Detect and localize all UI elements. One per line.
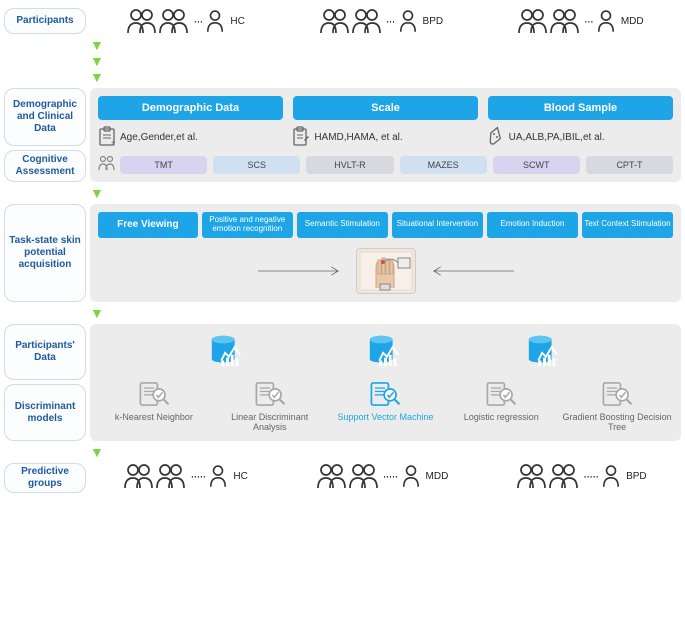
model-item: k-Nearest Neighbor: [98, 379, 210, 434]
cognitive-test-pill: HVLT-R: [306, 156, 393, 174]
label-task-state: Task-state skin potential acquisition: [4, 204, 86, 302]
arrow-down-icon: ▼: [90, 69, 681, 85]
demographic-row: Demographic and Clinical Data Cognitive …: [4, 88, 681, 182]
ellipsis-icon: ·····: [583, 469, 598, 483]
form-icon: [292, 126, 310, 149]
svg-text:+: +: [111, 140, 115, 146]
section-title-box: Scale: [293, 96, 478, 120]
task-box: Emotion Induction: [487, 212, 578, 238]
task-box: Situational Intervention: [392, 212, 483, 238]
cognitive-test-pill: MAZES: [400, 156, 487, 174]
doc-search-icon: [484, 379, 518, 412]
ellipsis-icon: ·····: [190, 469, 205, 483]
arrow-right-icon: [248, 266, 348, 276]
predictive-groups: ····· HC ····· MDD ····· BPD: [90, 463, 681, 489]
model-name: Gradient Boosting Decision Tree: [561, 413, 673, 433]
task-panel: Free ViewingPositive and negative emotio…: [90, 204, 681, 302]
model-item: Linear Discriminant Analysis: [214, 379, 326, 434]
task-box: Text Context Stimulation: [582, 212, 673, 238]
participants-row: Participants ··· HC ··· BPD ··· MDD: [4, 8, 681, 34]
ellipsis-icon: ···: [193, 14, 202, 28]
model-item: Gradient Boosting Decision Tree: [561, 379, 673, 434]
task-box: Positive and negative emotion recognitio…: [202, 212, 293, 238]
participant-group: ····· MDD: [317, 463, 449, 489]
group-label: MDD: [426, 471, 449, 482]
model-item: Support Vector Machine: [330, 379, 442, 434]
task-box: Free Viewing: [98, 212, 198, 238]
doc-search-icon: [137, 379, 171, 412]
arrow-left-icon: [424, 266, 524, 276]
cognitive-test-pill: TMT: [120, 156, 207, 174]
database-chart-icon: [366, 332, 404, 373]
ellipsis-icon: ···: [386, 14, 395, 28]
label-predictive: Predictive groups: [4, 463, 86, 493]
arrow-down-icon: ▼: [90, 305, 681, 321]
participant-group: ····· BPD: [517, 463, 647, 489]
tube-icon: [487, 126, 505, 149]
task-box: Semantic Stimulation: [297, 212, 388, 238]
model-item: Logistic regression: [445, 379, 557, 434]
hand-sensor-image: [356, 248, 416, 294]
label-participants: Participants: [4, 8, 86, 34]
label-cognitive: Cognitive Assessment: [4, 150, 86, 182]
group-label: BPD: [423, 16, 444, 27]
ellipsis-icon: ·····: [383, 469, 398, 483]
doc-search-icon: [253, 379, 287, 412]
participant-group: ··· BPD: [320, 8, 444, 34]
cognitive-test-pill: CPT-T: [586, 156, 673, 174]
section-desc: +Age,Gender,et al.: [98, 126, 284, 149]
arrow-down-icon: ▼: [90, 53, 681, 69]
people-mini-icon: [98, 155, 116, 174]
clipboard-icon: +: [98, 126, 116, 149]
database-icons: [98, 332, 673, 373]
doc-search-icon: [600, 379, 634, 412]
participants-groups: ··· HC ··· BPD ··· MDD: [90, 8, 681, 34]
group-label: HC: [233, 471, 247, 482]
arrow-down-icon: ▼: [90, 185, 681, 201]
doc-search-icon: [368, 379, 402, 412]
label-discriminant: Discriminant models: [4, 384, 86, 441]
model-name: Support Vector Machine: [337, 413, 433, 423]
participant-group: ··· MDD: [518, 8, 644, 34]
arrows-top: ▼ ▼ ▼: [90, 37, 681, 85]
cognitive-tests-row: TMT SCS HVLT-R MAZES SCWT CPT-T: [98, 155, 673, 174]
model-name: Linear Discriminant Analysis: [214, 413, 326, 433]
arrow-down-icon: ▼: [90, 37, 681, 53]
predictive-row: Predictive groups ····· HC ····· MDD ····· BP…: [4, 463, 681, 493]
arrow-down-icon: ▼: [90, 444, 681, 460]
participant-group: ··· HC: [127, 8, 244, 34]
group-label: MDD: [621, 16, 644, 27]
task-state-row: Task-state skin potential acquisition Fr…: [4, 204, 681, 302]
database-chart-icon: [208, 332, 246, 373]
group-label: BPD: [626, 471, 647, 482]
group-label: HC: [230, 16, 244, 27]
label-demographic: Demographic and Clinical Data: [4, 88, 86, 146]
model-name: Logistic regression: [464, 413, 539, 423]
database-chart-icon: [525, 332, 563, 373]
sub-descriptions: +Age,Gender,et al. HAMD,HAMA, et al. UA,AL…: [98, 126, 673, 149]
cognitive-test-pill: SCS: [213, 156, 300, 174]
models-panel: k-Nearest Neighbor Linear Discriminant A…: [90, 324, 681, 442]
models-row: Participants' Data Discriminant models: [4, 324, 681, 442]
model-name: k-Nearest Neighbor: [115, 413, 193, 423]
task-boxes: Free ViewingPositive and negative emotio…: [98, 212, 673, 238]
section-desc: HAMD,HAMA, et al.: [292, 126, 478, 149]
ellipsis-icon: ···: [584, 14, 593, 28]
section-title-box: Blood Sample: [488, 96, 673, 120]
label-participants-data: Participants' Data: [4, 324, 86, 381]
section-title-box: Demographic Data: [98, 96, 283, 120]
demographic-panel: Demographic Data Scale Blood Sample +Age,G…: [90, 88, 681, 182]
model-items: k-Nearest Neighbor Linear Discriminant A…: [98, 379, 673, 434]
section-desc: UA,ALB,PA,IBIL,et al.: [487, 126, 673, 149]
participant-group: ····· HC: [124, 463, 247, 489]
cognitive-test-pill: SCWT: [493, 156, 580, 174]
blue-sections: Demographic Data Scale Blood Sample: [98, 96, 673, 120]
